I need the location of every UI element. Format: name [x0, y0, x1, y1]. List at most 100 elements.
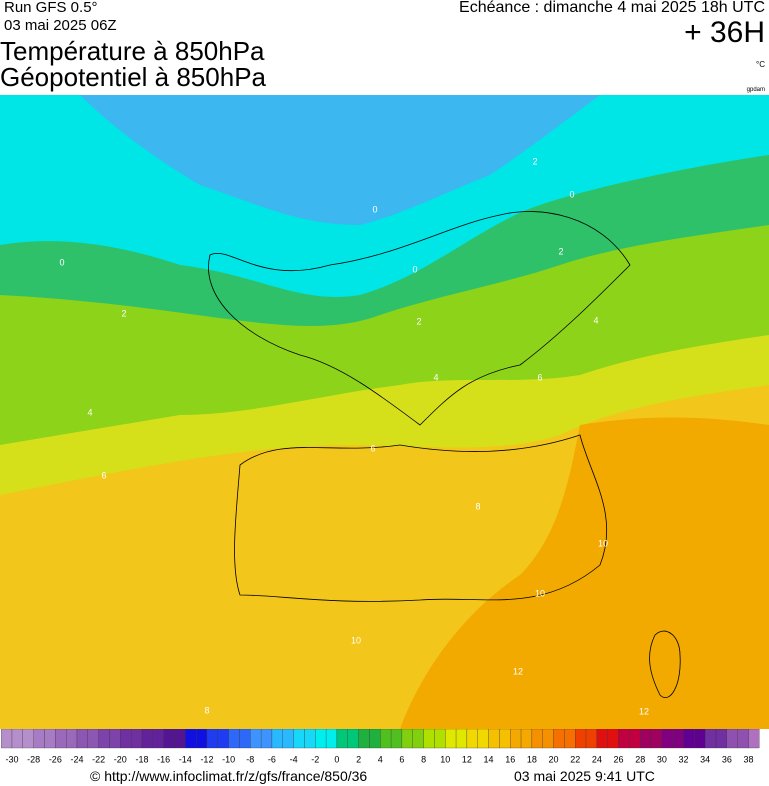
- colorbar-swatch: [1, 729, 13, 749]
- colorbar-swatch: [607, 729, 619, 749]
- colorbar-label: 4: [378, 754, 383, 764]
- colorbar-swatch: [434, 729, 446, 749]
- title: Température à 850hPa: [0, 36, 265, 66]
- credit: gpdam: [746, 87, 765, 93]
- run-date: 03 mai 2025 06Z: [4, 17, 117, 34]
- colorbar-label: -22: [92, 754, 105, 764]
- colorbar-label: -12: [200, 754, 213, 764]
- colorbar-swatch: [726, 729, 738, 749]
- colorbar-swatch: [694, 729, 706, 749]
- colorbar-swatch: [748, 729, 760, 749]
- contour-label: 8: [475, 501, 480, 511]
- map: 2 0 0 0 0 2 2 2 4 4 4 6 6 6 8 10 10 10 12 12 8: [0, 95, 769, 729]
- colorbar-label: -16: [157, 754, 170, 764]
- colorbar-label: 6: [399, 754, 404, 764]
- contour-label: 10: [351, 635, 361, 645]
- colorbar-swatch: [195, 729, 208, 749]
- colorbar-swatch: [336, 729, 348, 749]
- colorbar-swatch: [369, 729, 381, 749]
- colorbar-swatch: [325, 729, 338, 749]
- land-north: [208, 211, 631, 426]
- colorbar-swatch: [304, 729, 316, 749]
- colorbar-swatch: [683, 729, 695, 749]
- colorbar-label: -24: [70, 754, 83, 764]
- lead-time: + 36H: [684, 16, 765, 49]
- contour-label: 8: [204, 705, 209, 715]
- colorbar-label: -8: [246, 754, 254, 764]
- contour-label: 12: [513, 666, 523, 676]
- colorbar-label: 18: [527, 754, 537, 764]
- colorbar-swatch: [185, 729, 197, 749]
- colorbar-swatch: [423, 729, 435, 749]
- colorbar-label: 0: [334, 754, 339, 764]
- colorbar-swatch: [585, 729, 598, 749]
- colorbar-swatch: [661, 729, 673, 749]
- colorbar-swatch: [650, 729, 663, 749]
- colorbar-swatch: [76, 729, 88, 749]
- colorbar-label: 12: [462, 754, 472, 764]
- colorbar-swatch: [130, 729, 143, 749]
- contour-label: 2: [416, 316, 421, 326]
- colorbar-label: -26: [49, 754, 62, 764]
- colorbar-swatch: [66, 729, 78, 749]
- colorbar-swatch: [109, 729, 121, 749]
- colorbar-swatch: [629, 729, 641, 749]
- footer-url: © http://www.infoclimat.fr/z/gfs/france/…: [90, 768, 368, 784]
- colorbar-swatch: [11, 729, 23, 749]
- colorbar-swatch: [705, 729, 717, 749]
- contour-label: 2: [121, 308, 126, 318]
- colorbar-label: -10: [222, 754, 235, 764]
- colorbar-swatch: [596, 729, 608, 749]
- colorbar-label: 8: [421, 754, 426, 764]
- colorbar-label: 2: [356, 754, 361, 764]
- colorbar-label: -6: [268, 754, 276, 764]
- unit: °C: [756, 60, 765, 69]
- colorbar-swatch: [55, 729, 67, 749]
- contour-label: 4: [593, 315, 598, 325]
- colorbar-label: 26: [614, 754, 624, 764]
- colorbar-swatch: [564, 729, 576, 749]
- colorbar-swatch: [672, 729, 684, 749]
- colorbar-label: 28: [635, 754, 645, 764]
- colorbar-label: -20: [114, 754, 127, 764]
- colorbar-swatch: [715, 729, 727, 749]
- colorbar-label: -28: [27, 754, 40, 764]
- echeance: Echéance : dimanche 4 mai 2025 18h UTC: [459, 0, 765, 16]
- colorbar-swatch: [390, 729, 403, 749]
- contour-label: 0: [569, 189, 574, 199]
- contour-label: 2: [532, 156, 537, 166]
- colorbar-label: 34: [700, 754, 710, 764]
- colorbar-swatch: [499, 729, 511, 749]
- contour-label: 4: [433, 372, 438, 382]
- contour-label: 0: [59, 257, 64, 267]
- colorbar-label: 24: [592, 754, 602, 764]
- colorbar-swatch: [163, 729, 175, 749]
- colorbar-label: 32: [679, 754, 689, 764]
- colorbar-swatch: [347, 729, 359, 749]
- colorbar-swatch: [271, 729, 283, 749]
- colorbar-label: 30: [657, 754, 667, 764]
- colorbar-swatch: [488, 729, 500, 749]
- contour-label: 4: [87, 407, 92, 417]
- colorbar-swatch: [33, 729, 45, 749]
- colorbar-swatch: [618, 729, 630, 749]
- colorbar-label: 38: [743, 754, 753, 764]
- colorbar-label: -4: [290, 754, 298, 764]
- colorbar-swatch: [206, 729, 218, 749]
- colorbar-swatch: [141, 729, 153, 749]
- contour-label: 6: [101, 470, 106, 480]
- colorbar-label: -30: [5, 754, 18, 764]
- contour-label: 0: [412, 264, 417, 274]
- contour-label: 10: [535, 588, 545, 598]
- colorbar-swatch: [120, 729, 132, 749]
- contour-label: 10: [598, 538, 608, 548]
- colorbar-swatch: [22, 729, 34, 749]
- colorbar-swatch: [152, 729, 164, 749]
- colorbar-swatch: [260, 729, 273, 749]
- colorbar-swatch: [553, 729, 565, 749]
- footer-time: 03 mai 2025 9:41 UTC: [514, 768, 655, 784]
- colorbar-swatch: [44, 729, 56, 749]
- subtitle: Géopotentiel à 850hPa: [0, 62, 266, 92]
- contour-label: 0: [372, 204, 377, 214]
